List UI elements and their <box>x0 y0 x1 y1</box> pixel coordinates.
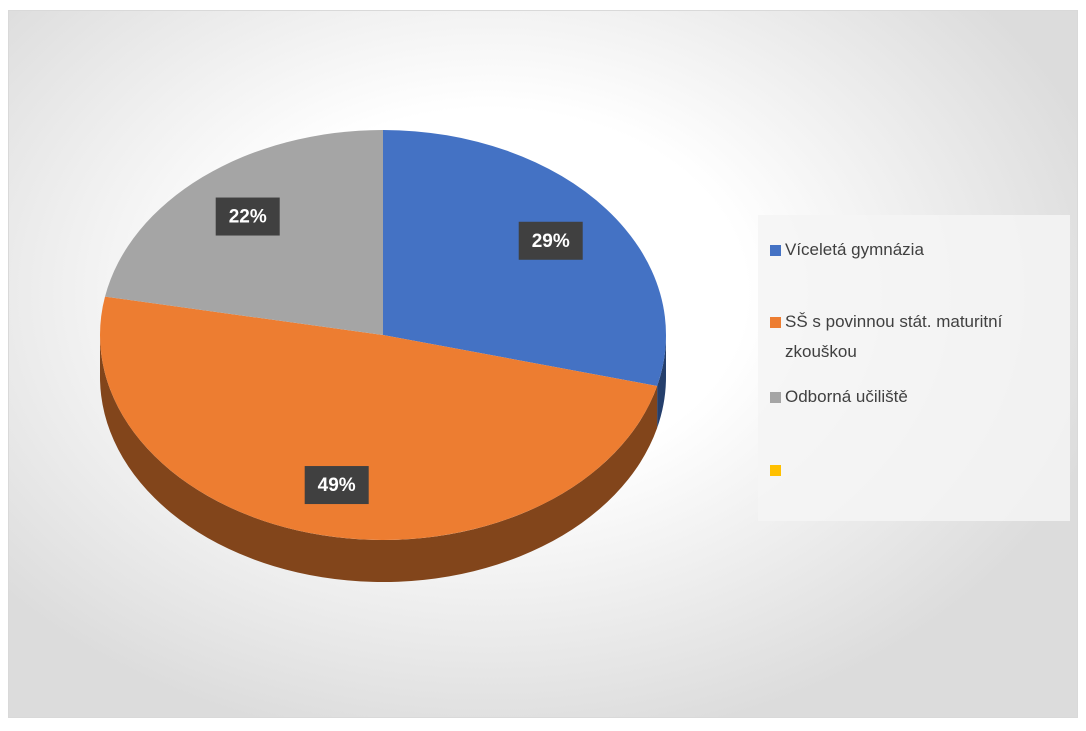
legend-item: Víceletá gymnázia <box>770 235 1070 265</box>
slice-side <box>657 335 666 428</box>
slice-side <box>99 335 658 582</box>
legend-item: SŠ s povinnou stát. maturitní zkouškou <box>770 307 1070 367</box>
value-label: 49% <box>318 475 356 496</box>
legend-label: Odborná učiliště <box>785 387 908 406</box>
legend-label: Víceletá gymnázia <box>785 240 924 259</box>
legend-item: Odborná učiliště <box>770 382 1070 412</box>
legend-swatch <box>770 317 781 328</box>
value-label: 22% <box>229 207 267 228</box>
value-label-box <box>304 466 369 505</box>
value-label-box <box>518 221 583 260</box>
value-label: 29% <box>532 231 570 252</box>
legend-swatch <box>770 392 781 403</box>
slice <box>100 296 658 540</box>
legend-item <box>770 455 1070 476</box>
legend-swatch <box>770 465 781 476</box>
legend: Víceletá gymnázia SŠ s povinnou stát. mat… <box>758 215 1070 521</box>
legend-label: SŠ s povinnou stát. maturitní zkouškou <box>785 312 1003 361</box>
value-label-box <box>215 197 280 236</box>
legend-swatch <box>770 245 781 256</box>
